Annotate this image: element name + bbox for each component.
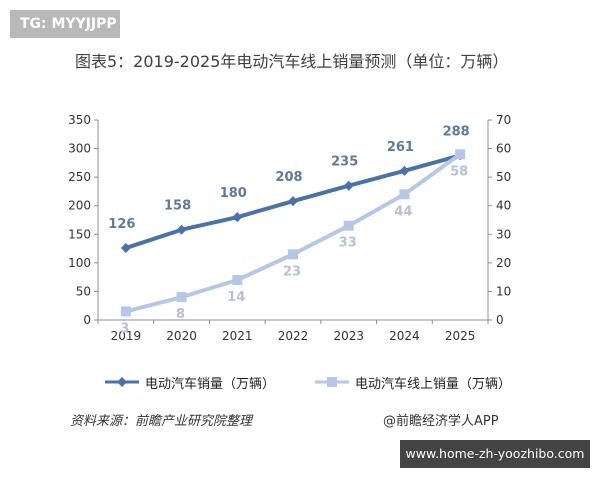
y-left-tick-label-2: 100 [68, 256, 91, 270]
legend-label-online: 电动汽车线上销量（万辆） [355, 376, 512, 392]
y-left-tick-label-3: 150 [68, 227, 91, 241]
y-right-tick-label-1: 10 [496, 284, 511, 298]
y-right-tick-label-4: 40 [496, 199, 511, 213]
series-0-point-2019 [120, 243, 131, 253]
footer-watermark-tag: www.home-zh-yoozhibo.com [400, 440, 590, 468]
x-tick-label-2019: 2019 [111, 329, 142, 343]
series-0-point-2021 [232, 212, 243, 223]
legend-swatch-diamond-icon [105, 377, 139, 387]
brand-credit: @前瞻经济学人APP [383, 414, 499, 429]
x-tick-label-2022: 2022 [278, 329, 309, 343]
y-left-tick-label-5: 250 [68, 170, 91, 184]
series-0-data-label-2022: 208 [275, 170, 302, 185]
y-left-tick-label-7: 350 [68, 113, 91, 127]
series-1-point-2025 [455, 149, 466, 160]
series-1-data-label-2024: 44 [394, 204, 412, 219]
y-right-tick-label-0: 0 [496, 313, 504, 327]
series-0-data-label-2023: 235 [331, 155, 358, 170]
top-watermark-tag: TG: MYYJJPP [10, 10, 120, 38]
x-tick-label-2024: 2024 [389, 329, 420, 343]
series-1-point-2019 [120, 306, 131, 317]
series-1-point-2021 [232, 275, 243, 285]
legend-item-total: 电动汽车销量（万辆） [105, 373, 275, 392]
series-0-point-2022 [288, 196, 298, 207]
series-1-point-2023 [343, 220, 354, 231]
series-1-point-2020 [176, 292, 187, 303]
x-tick-label-2023: 2023 [333, 329, 364, 343]
x-tick-label-2020: 2020 [166, 329, 197, 343]
series-1-data-label-2020: 8 [176, 307, 185, 322]
data-source-note: 资料来源：前瞻产业研究院整理 [70, 414, 253, 429]
y-right-tick-label-6: 60 [496, 142, 511, 156]
y-left-tick-label-6: 300 [68, 142, 91, 156]
series-1-data-label-2019: 3 [120, 321, 129, 336]
series-1-data-label-2025: 58 [450, 164, 468, 179]
series-1-data-label-2021: 14 [227, 290, 245, 305]
y-right-tick-label-2: 20 [496, 256, 511, 270]
y-left-tick-label-4: 200 [68, 199, 91, 213]
chart-legend: 电动汽车销量（万辆） 电动汽车线上销量（万辆） [105, 372, 551, 392]
series-0-point-2020 [176, 224, 187, 235]
y-left-tick-label-1: 50 [76, 284, 91, 298]
legend-item-online: 电动汽车线上销量（万辆） [315, 373, 511, 392]
series-0-data-label-2024: 261 [387, 140, 414, 155]
x-tick-label-2025: 2025 [445, 329, 476, 343]
series-0-data-label-2025: 288 [443, 124, 470, 139]
series-1-data-label-2022: 23 [283, 264, 301, 279]
y-right-tick-label-7: 70 [496, 113, 511, 127]
series-0-data-label-2019: 126 [108, 217, 135, 232]
chart-title: 图表5：2019-2025年电动汽车线上销量预测（单位：万辆） [75, 52, 509, 71]
series-0-point-2023 [343, 180, 354, 191]
y-right-tick-label-5: 50 [496, 170, 511, 184]
x-tick-label-2021: 2021 [222, 329, 253, 343]
legend-label-total: 电动汽车销量（万辆） [145, 376, 276, 392]
series-0-data-label-2021: 180 [220, 186, 247, 201]
series-1-point-2022 [288, 249, 298, 260]
series-1-point-2024 [399, 189, 410, 200]
y-left-tick-label-0: 0 [83, 313, 91, 327]
series-0-point-2024 [399, 165, 410, 176]
legend-swatch-square-icon [315, 377, 350, 387]
series-1-data-label-2023: 33 [339, 236, 357, 251]
series-0-data-label-2020: 158 [164, 199, 191, 214]
y-right-tick-label-3: 30 [496, 227, 511, 241]
